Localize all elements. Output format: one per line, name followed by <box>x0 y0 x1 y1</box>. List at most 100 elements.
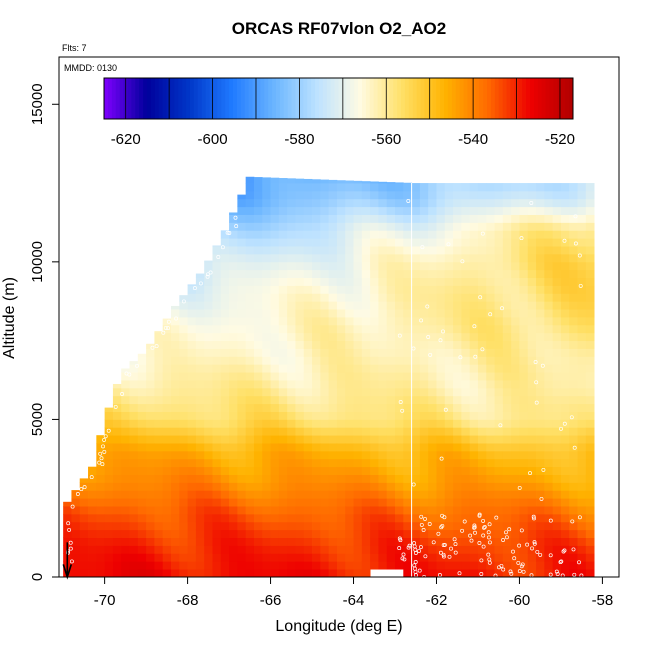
heatmap-cell <box>320 269 330 279</box>
heatmap-cell <box>121 372 130 381</box>
heatmap-cell <box>220 427 230 436</box>
heatmap-cell <box>436 246 446 255</box>
heatmap-cell <box>419 482 429 491</box>
heatmap-cell <box>137 395 147 405</box>
heatmap-cell <box>320 230 330 239</box>
heatmap-cell <box>469 435 479 444</box>
heatmap-cell <box>303 537 313 546</box>
heatmap-cell <box>245 269 255 279</box>
heatmap-cell <box>386 309 396 318</box>
colorbar-swatch <box>260 78 265 119</box>
heatmap-cell <box>436 419 446 428</box>
heatmap-cell <box>527 222 537 231</box>
heatmap-cell <box>486 466 495 475</box>
heatmap-cell <box>411 324 421 334</box>
colorbar-swatch <box>111 78 117 119</box>
heatmap-cell <box>577 340 587 349</box>
track-point <box>82 485 87 490</box>
heatmap-cell <box>262 332 271 342</box>
heatmap-cell <box>361 309 371 318</box>
heatmap-cell <box>436 301 446 310</box>
heatmap-cell <box>270 356 280 365</box>
colorbar-swatch <box>342 78 347 119</box>
heatmap-cell <box>245 458 255 468</box>
track-point <box>519 528 524 533</box>
heatmap-cell <box>494 443 504 452</box>
heatmap-cell <box>527 450 537 460</box>
heatmap-cell <box>262 206 271 215</box>
heatmap-cell <box>585 403 595 412</box>
colorbar-swatch <box>135 78 140 119</box>
heatmap-cell <box>527 403 537 412</box>
heatmap-cell <box>577 301 587 310</box>
heatmap-cell <box>303 222 313 231</box>
heatmap-cell <box>295 490 305 499</box>
colorbar-swatch <box>182 78 187 119</box>
heatmap-cell <box>428 238 437 247</box>
heatmap-cell <box>237 253 247 263</box>
y-tick-label: 5000 <box>29 403 46 436</box>
heatmap-cell <box>386 482 396 491</box>
heatmap-cell <box>378 206 388 215</box>
heatmap-cell <box>370 222 379 231</box>
heatmap-cell <box>527 253 537 263</box>
heatmap-cell <box>577 395 587 405</box>
heatmap-cell <box>162 569 172 578</box>
heatmap-cell <box>312 419 321 428</box>
heatmap-cell <box>187 403 197 412</box>
heatmap-cell <box>253 356 263 365</box>
heatmap-cell <box>312 569 321 578</box>
heatmap-cell <box>345 206 354 215</box>
heatmap-cell <box>303 261 313 271</box>
heatmap-cell <box>162 545 172 554</box>
track-point <box>501 538 506 542</box>
heatmap-cell <box>403 206 412 215</box>
heatmap-cell <box>536 309 545 318</box>
heatmap-cell <box>328 190 338 200</box>
heatmap-cell <box>146 443 155 452</box>
heatmap-cell <box>336 403 346 412</box>
heatmap-cell <box>278 301 288 310</box>
track-point <box>419 522 424 527</box>
track-point <box>103 434 108 439</box>
heatmap-cell <box>378 230 388 239</box>
heatmap-cell <box>353 380 363 389</box>
heatmap-cell <box>527 521 537 531</box>
heatmap-cell <box>419 443 429 452</box>
heatmap-cell <box>270 246 280 255</box>
heatmap-cell <box>312 332 321 342</box>
heatmap-cell <box>104 458 114 468</box>
heatmap-cell <box>171 364 180 373</box>
heatmap-cell <box>278 340 288 349</box>
heatmap-cell <box>560 490 570 499</box>
heatmap-cell <box>527 553 537 562</box>
heatmap-cell <box>469 450 479 460</box>
track-point <box>486 552 491 557</box>
heatmap-cell <box>270 238 280 247</box>
heatmap-cell <box>312 450 321 460</box>
heatmap-cell <box>179 529 188 539</box>
heatmap-cell <box>270 435 280 444</box>
heatmap-cell <box>444 506 454 515</box>
heatmap-cell <box>253 395 263 405</box>
heatmap-cell <box>428 230 437 239</box>
heatmap-cell <box>461 364 471 373</box>
heatmap-cell <box>502 403 512 412</box>
heatmap-cell <box>287 450 296 460</box>
heatmap-cell <box>312 387 321 397</box>
heatmap-cell <box>461 553 471 562</box>
heatmap-cell <box>303 387 313 397</box>
heatmap-cell <box>229 490 238 499</box>
heatmap-cell <box>154 553 164 562</box>
heatmap-cell <box>154 427 164 436</box>
heatmap-cell <box>154 419 164 428</box>
heatmap-cell <box>444 561 454 570</box>
colorbar-swatch <box>393 78 398 119</box>
heatmap-cell <box>461 403 471 412</box>
heatmap-cell <box>137 513 147 523</box>
heatmap-cell <box>229 521 238 531</box>
heatmap-cell <box>519 230 529 239</box>
track-point <box>441 552 446 557</box>
heatmap-cell <box>486 482 495 491</box>
heatmap-cell <box>511 458 520 468</box>
